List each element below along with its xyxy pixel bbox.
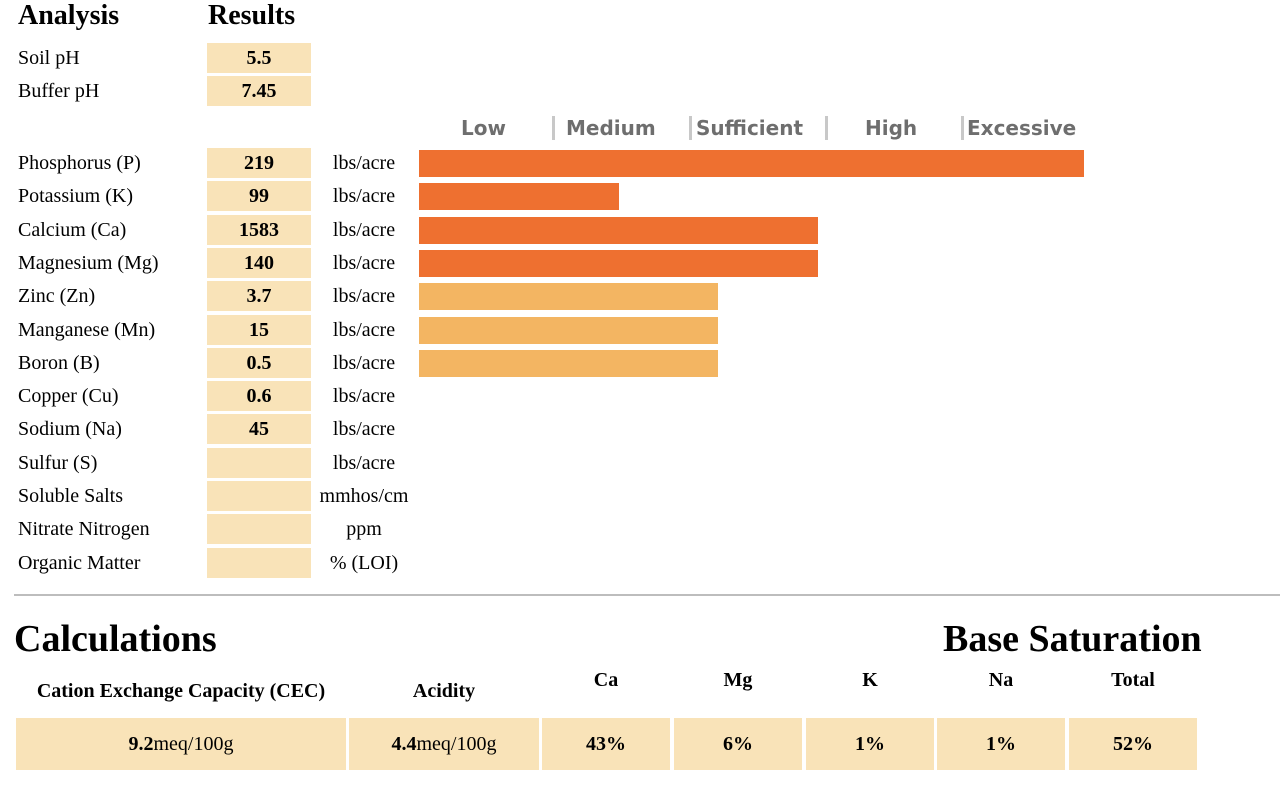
nutrient-value (207, 447, 311, 478)
nutrient-label: Manganese (Mn) (18, 318, 156, 341)
cec-column-header: Cation Exchange Capacity (CEC) (36, 680, 326, 702)
nutrient-label: Copper (Cu) (18, 385, 119, 408)
bar-calcium-ca (419, 216, 818, 244)
scale-label-high: High (865, 116, 918, 140)
cec-value-cell: 9.2meq/100g (16, 718, 346, 770)
nutrient-label: Organic Matter (18, 551, 141, 574)
bar-potassium-k (419, 183, 619, 211)
base-saturation-value: 52% (1069, 718, 1197, 770)
scale-separator (689, 116, 692, 140)
base-saturation-header: Total (1111, 669, 1155, 691)
nutrient-unit: ppm (346, 518, 382, 541)
nutrient-unit: lbs/acre (332, 285, 396, 308)
nutrient-label: Zinc (Zn) (18, 285, 96, 308)
nutrient-value (207, 547, 311, 578)
nutrient-unit: lbs/acre (332, 418, 396, 441)
bar-manganese-mn (419, 316, 719, 344)
nutrient-value: 3.7 (207, 281, 311, 312)
acidity-column-header: Acidity (412, 680, 476, 702)
nutrient-value: 45 (207, 414, 311, 445)
nutrient-value: 99 (207, 181, 311, 212)
base-saturation-value: 43% (542, 718, 670, 770)
nutrient-value: 219 (207, 148, 311, 178)
nutrient-unit: lbs/acre (332, 185, 396, 208)
nutrient-label: Soluble Salts (18, 485, 124, 507)
nutrient-value: 15 (207, 314, 311, 345)
base-saturation-header: Ca (593, 669, 619, 691)
acidity-unit: meq/100g (416, 733, 497, 755)
base-saturation-value: 6% (674, 718, 802, 770)
nutrient-value: 0.5 (207, 347, 311, 378)
scale-separator (825, 116, 828, 140)
nutrient-value: 140 (207, 247, 311, 278)
base-saturation-title: Base Saturation (943, 618, 1202, 660)
nutrient-value: 0.6 (207, 381, 311, 412)
nutrient-unit: lbs/acre (332, 385, 396, 408)
nutrient-unit: mmhos/cm (319, 485, 409, 507)
analysis-header: Analysis (18, 0, 120, 31)
acidity-value-cell: 4.4meq/100g (349, 718, 539, 770)
section-divider (14, 594, 1280, 596)
nutrient-unit: lbs/acre (332, 351, 396, 374)
soil-ph-label: Soil pH (18, 47, 80, 69)
nutrient-value: 1583 (207, 214, 311, 245)
scale-separator (961, 116, 964, 140)
nutrient-label: Phosphorus (P) (18, 152, 141, 174)
nutrient-unit: lbs/acre (332, 451, 396, 474)
bar-magnesium-mg (419, 249, 818, 277)
nutrient-label: Potassium (K) (18, 185, 133, 208)
acidity-value: 4.4 (391, 733, 417, 755)
scale-label-sufficient: Sufficient (696, 116, 804, 140)
base-saturation-header: Mg (723, 669, 753, 691)
nutrient-label: Nitrate Nitrogen (18, 518, 150, 541)
nutrient-label: Sodium (Na) (18, 418, 122, 441)
scale-label-low: Low (461, 116, 506, 140)
bar-phosphorus-p (419, 150, 1084, 177)
nutrient-label: Calcium (Ca) (18, 218, 127, 241)
buffer-ph-value: 7.45 (207, 76, 311, 106)
nutrient-label: Sulfur (S) (18, 451, 98, 474)
results-header: Results (208, 0, 296, 31)
bar-boron-b (419, 349, 719, 377)
nutrient-value (207, 514, 311, 545)
nutrient-unit: lbs/acre (332, 152, 396, 174)
buffer-ph-label: Buffer pH (18, 80, 100, 102)
scale-label-excessive: Excessive (967, 116, 1077, 140)
base-saturation-header: K (862, 669, 878, 691)
nutrient-unit: % (LOI) (329, 551, 399, 574)
base-saturation-header: Na (988, 669, 1014, 691)
soil-ph-value: 5.5 (207, 43, 311, 73)
base-saturation-value: 1% (806, 718, 934, 770)
nutrient-label: Magnesium (Mg) (18, 251, 159, 274)
bar-zinc-zn (419, 283, 719, 311)
nutrient-unit: lbs/acre (332, 218, 396, 241)
scale-label-medium: Medium (566, 116, 656, 140)
cec-value: 9.2 (128, 733, 154, 755)
calculations-title: Calculations (14, 618, 217, 660)
nutrient-label: Boron (B) (18, 351, 100, 374)
nutrient-unit: lbs/acre (332, 318, 396, 341)
nutrient-value (207, 481, 311, 511)
scale-separator (552, 116, 555, 140)
base-saturation-value: 1% (937, 718, 1065, 770)
cec-unit: meq/100g (153, 733, 234, 755)
nutrient-unit: lbs/acre (332, 251, 396, 274)
